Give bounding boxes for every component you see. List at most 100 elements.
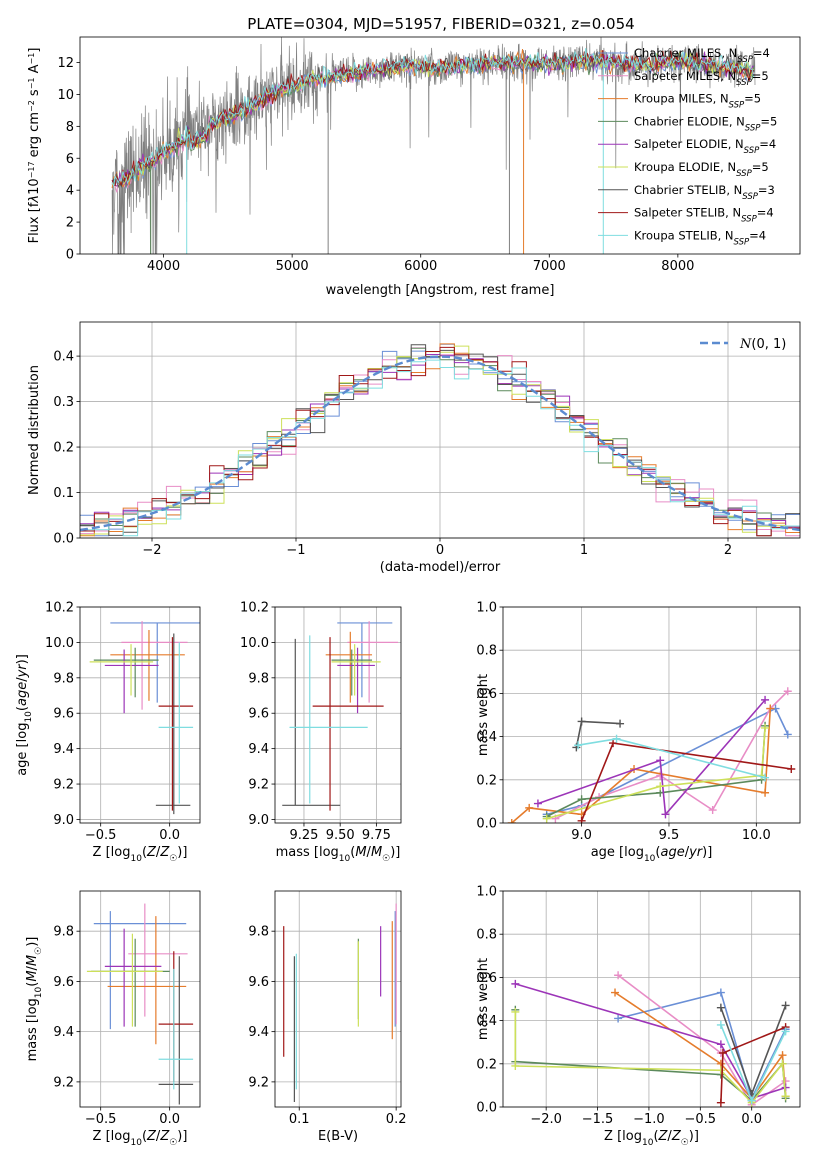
x-tick-label: 0.0 xyxy=(741,1112,762,1127)
model-spectrum-kroupa-stelib xyxy=(111,48,755,188)
x-axis-label: Z [log10(Z/Z☉)] xyxy=(93,1129,188,1148)
y-axis-label: Normed distribution xyxy=(27,365,42,495)
label-part: ( xyxy=(350,845,355,860)
weight-marker-salpeter-elodie xyxy=(511,979,520,988)
y-tick-label: 0.3 xyxy=(53,395,74,410)
weight-line-salpeter-elodie xyxy=(537,699,766,817)
x-axis-label: mass [log10(M/M☉)] xyxy=(276,845,401,864)
y-tick-label: 0.6 xyxy=(476,971,497,986)
y-tick-label: 2 xyxy=(66,216,74,231)
weight-marker-salpeter-elodie xyxy=(761,695,770,704)
weight-marker-kroupa-elodie xyxy=(656,782,665,791)
label-part: / xyxy=(15,677,30,682)
label-part: age [log xyxy=(591,845,644,860)
weight-marker-chabrier-stelib xyxy=(577,717,586,726)
weight-marker-kroupa-stelib xyxy=(574,741,583,750)
label-part: mass [log xyxy=(25,998,40,1061)
label-part: 10 xyxy=(24,711,34,723)
mass-weight-vs-age-panel: 9.0 9.5 10.0 0.0 0.2 0.4 0.6 0.8 1.0 age [log10(a… xyxy=(476,601,801,864)
plot-area xyxy=(283,903,397,1102)
label-part: mass weight xyxy=(476,958,491,1040)
weight-marker-salpeter-elodie xyxy=(656,756,665,765)
label-part: ☉ xyxy=(169,1138,177,1148)
label-part: M xyxy=(25,955,40,966)
grid-lines xyxy=(503,890,800,1108)
x-tick-label: 9.75 xyxy=(362,828,391,843)
plot-area xyxy=(507,687,796,823)
axes-frame xyxy=(79,606,201,824)
y-tick-label: 9.4 xyxy=(53,1025,74,1040)
label-part: Z [log xyxy=(93,845,131,860)
grid-lines xyxy=(80,606,200,823)
plot-area xyxy=(80,343,800,537)
weight-marker-chabrier-stelib xyxy=(716,1003,725,1012)
y-axis-label: mass [log10(M/M☉)] xyxy=(25,937,44,1062)
legend-text: Chabrier ELODIE, N xyxy=(634,114,745,128)
x-axis-label: (data-model)/error xyxy=(380,560,501,575)
label-part: / xyxy=(156,845,161,860)
weight-line-chabrier-miles xyxy=(617,991,787,1101)
grid-lines xyxy=(275,606,401,823)
legend-symbol: N xyxy=(739,337,752,352)
weight-marker-chabrier-stelib xyxy=(616,719,625,728)
y-tick-label: 9.6 xyxy=(53,707,74,722)
legend-suffix: =4 xyxy=(757,206,774,220)
x-tick-label: −2 xyxy=(142,543,161,558)
y-tick-label: 0.0 xyxy=(476,1101,497,1116)
legend-entry: Salpeter MILES, NSSP=5 xyxy=(634,69,769,88)
label-part: / xyxy=(156,1129,161,1144)
legend-entry: Salpeter ELODIE, NSSP=4 xyxy=(634,137,776,156)
weight-marker-kroupa-elodie xyxy=(511,1061,520,1070)
label-part: )] xyxy=(25,937,40,947)
label-part: M xyxy=(355,845,366,860)
legend-entry: Chabrier ELODIE, NSSP=5 xyxy=(634,114,777,133)
legend-suffix: =5 xyxy=(752,160,769,174)
label-part: ☉ xyxy=(34,947,44,955)
label-part: age xyxy=(15,682,30,706)
weight-line-kroupa-miles xyxy=(511,708,772,823)
y-tick-label: 10.0 xyxy=(45,636,74,651)
x-axis-label: E(B-V) xyxy=(318,1129,358,1144)
weight-marker-kroupa-elodie xyxy=(778,1059,787,1068)
y-tick-label: 9.4 xyxy=(248,1025,269,1040)
observed-spectrum xyxy=(111,37,756,254)
weight-marker-salpeter-miles xyxy=(614,971,623,980)
label-part: Z xyxy=(671,1129,682,1144)
legend-sub: SSP xyxy=(745,123,761,133)
weight-line-salpeter-stelib xyxy=(580,742,792,822)
plot-area xyxy=(282,621,399,811)
histogram-kroupa-stelib xyxy=(80,359,800,537)
y-tick-label: 9.2 xyxy=(248,778,269,793)
label-part: ☉ xyxy=(681,1138,689,1148)
legend-sub: SSP xyxy=(734,237,750,247)
weight-marker-kroupa-stelib xyxy=(612,734,621,743)
legend-suffix: =5 xyxy=(752,69,769,83)
x-tick-label: −0.5 xyxy=(685,1112,717,1127)
x-axis-label: age [log10(age/yr)] xyxy=(591,845,713,864)
y-axis-label: Flux [fλ10−17 erg cm−2 s−1 A−1] xyxy=(27,48,43,244)
legend-text: Salpeter STELIB, N xyxy=(634,206,741,220)
x-tick-label: 6000 xyxy=(404,259,437,274)
x-tick-label: −0.5 xyxy=(85,828,117,843)
y-axis-label: mass weight xyxy=(476,674,491,756)
weight-marker-kroupa-miles xyxy=(778,1051,787,1060)
label-part: Z xyxy=(159,1129,170,1144)
residuals-histogram-panel: −2 −1 0 1 2 0.0 0.1 0.2 0.3 0.4 (data-model)/error… xyxy=(27,321,801,575)
x-tick-label: 4000 xyxy=(147,259,180,274)
legend-text: Salpeter ELODIE, N xyxy=(634,137,744,151)
weight-line-kroupa-elodie xyxy=(514,1012,787,1104)
x-tick-label: −0.5 xyxy=(85,1112,117,1127)
legend-entry: Chabrier MILES, NSSP=4 xyxy=(634,46,770,65)
axes-frame xyxy=(79,36,801,255)
y-tick-label: 9.6 xyxy=(248,975,269,990)
y-tick-label: 10.2 xyxy=(240,601,269,616)
weight-marker-kroupa-elodie xyxy=(511,1007,520,1016)
label-part: yr xyxy=(688,845,704,860)
y-tick-label: 0.2 xyxy=(476,773,497,788)
label-part: (data-model)/error xyxy=(380,560,501,575)
axes-frame xyxy=(502,606,801,824)
x-tick-label: 0.1 xyxy=(289,1112,310,1127)
y-tick-label: 0.2 xyxy=(476,1057,497,1072)
y-axis-label: age [log10(age/yr)] xyxy=(15,654,34,776)
label-part: )] xyxy=(177,845,187,860)
